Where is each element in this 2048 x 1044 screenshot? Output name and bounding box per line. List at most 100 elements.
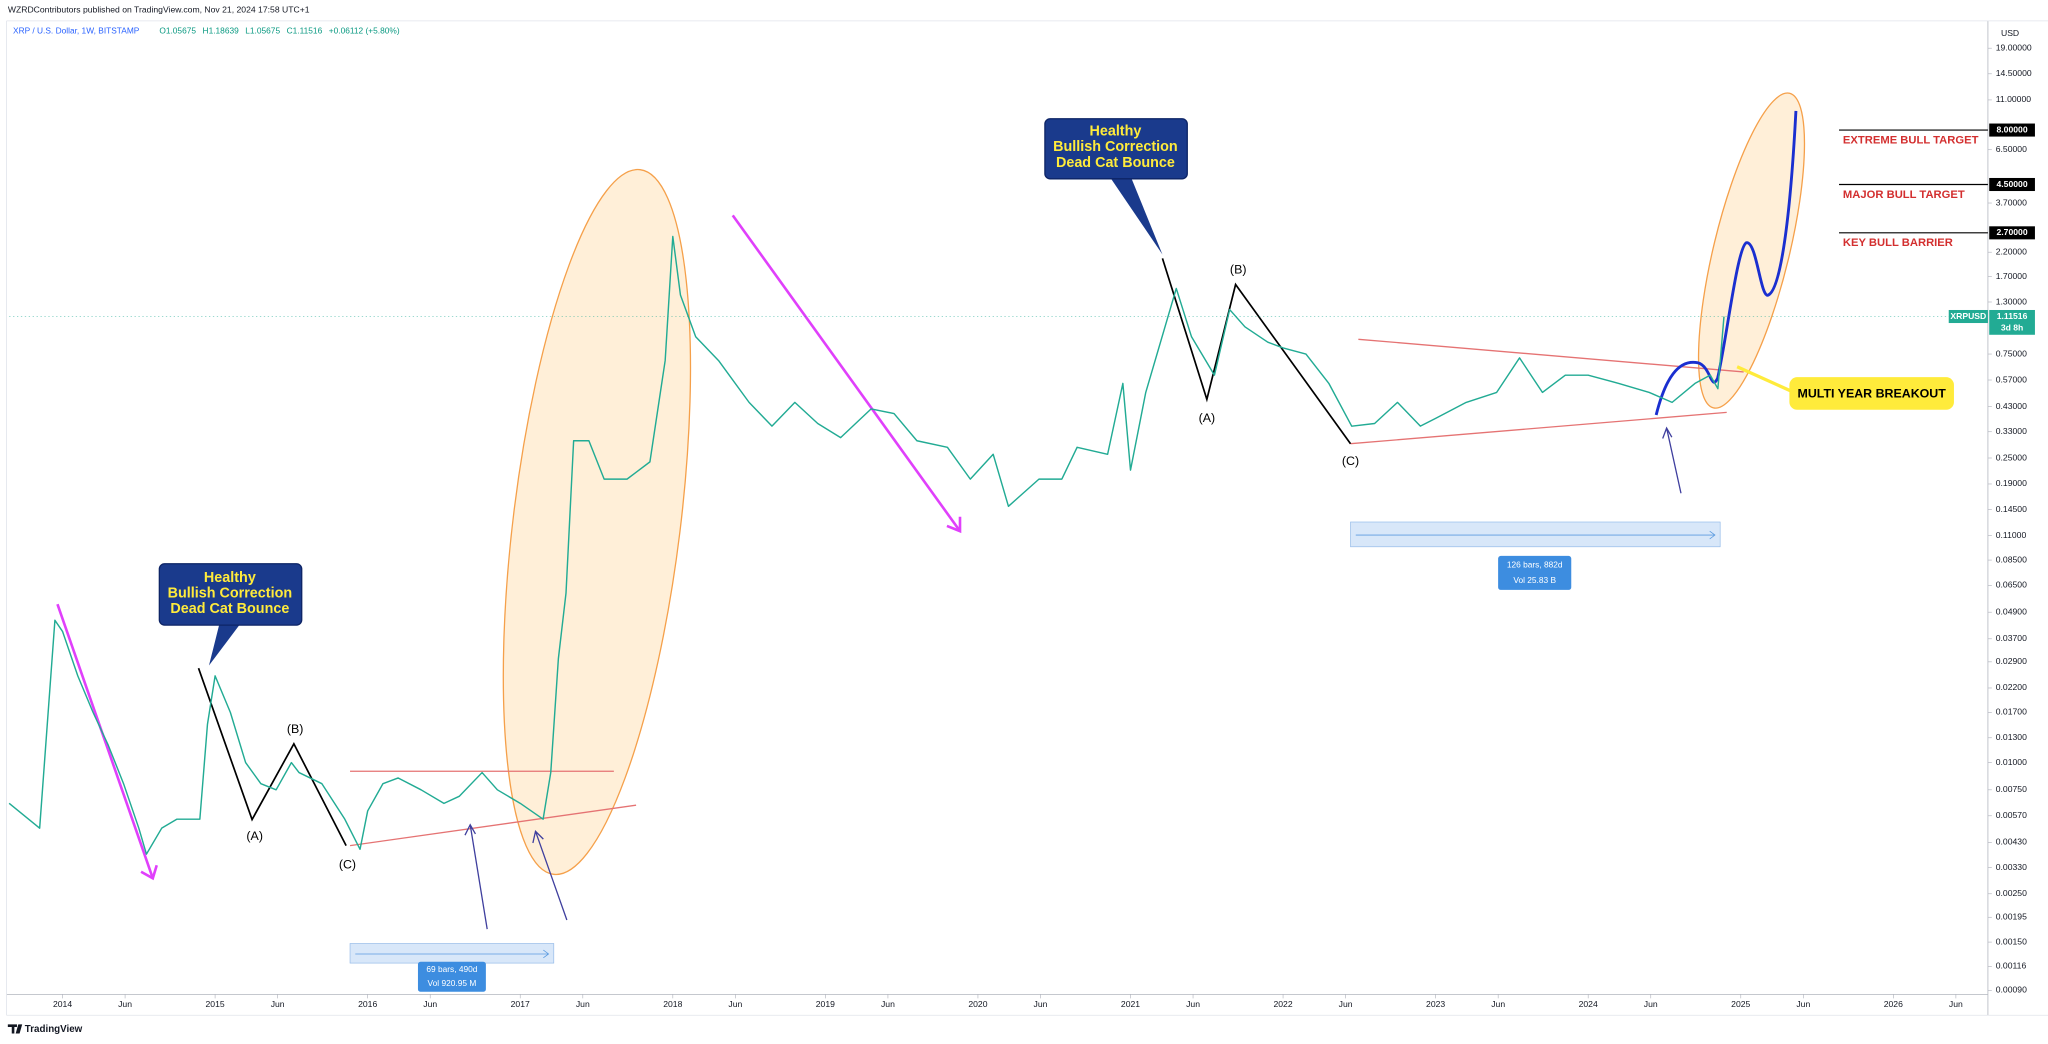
x-tick-label: Jun xyxy=(1949,999,1963,1009)
wave-line xyxy=(1161,258,1352,445)
range-label: 126 bars, 882d xyxy=(1507,559,1563,569)
axes xyxy=(6,20,2048,1016)
target-value: 8.00000 xyxy=(1997,124,2028,134)
y-tick-label: 19.00000 xyxy=(1996,42,2032,52)
pointer-arrow xyxy=(464,823,488,930)
x-tick-label: 2015 xyxy=(206,999,225,1009)
y-tick-label: 0.06500 xyxy=(1996,580,2027,590)
y-tick-label: 0.00250 xyxy=(1996,888,2027,898)
callout-text: Healthy xyxy=(204,570,256,586)
pointer-arrow xyxy=(532,829,568,921)
range-label: 69 bars, 490d xyxy=(426,964,477,974)
last-price-value: 1.11516 xyxy=(1997,311,2028,321)
x-tick-label: 2022 xyxy=(1273,999,1292,1009)
wave-label: (A) xyxy=(246,829,263,843)
y-tick-label: 0.43000 xyxy=(1996,401,2027,411)
y-tick-label: 14.50000 xyxy=(1996,68,2032,78)
y-tick-label: 0.25000 xyxy=(1996,452,2027,462)
callout-box xyxy=(1044,118,1188,180)
pointer-arrow xyxy=(1662,426,1682,494)
y-tick-label: 0.11000 xyxy=(1996,530,2027,540)
callout-text: Healthy xyxy=(1089,124,1141,140)
y-tick-label: 0.19000 xyxy=(1996,478,2027,488)
y-tick-label: 0.04900 xyxy=(1996,606,2027,616)
y-tick-label: 0.02900 xyxy=(1996,656,2027,666)
breakout-box xyxy=(1789,377,1954,410)
drawings: Healthy Bullish Correction Dead Cat Boun… xyxy=(56,92,1954,992)
range-arrow xyxy=(355,949,550,959)
arrow-head xyxy=(140,864,158,881)
x-tick-label: Jun xyxy=(1186,999,1200,1009)
y-tick-label: 3.70000 xyxy=(1996,197,2027,207)
y-tick-label: 0.00150 xyxy=(1996,936,2027,946)
y-tick-label: 0.01700 xyxy=(1996,707,2027,717)
y-tick-label: 0.57000 xyxy=(1996,374,2027,384)
target-value: 4.50000 xyxy=(1997,179,2028,189)
target-value-box xyxy=(1989,123,2035,137)
x-tick-label: Jun xyxy=(1491,999,1505,1009)
x-tick-label: 2023 xyxy=(1426,999,1445,1009)
y-tick-label: 0.00570 xyxy=(1996,810,2027,820)
y-tick-label: 11.00000 xyxy=(1996,94,2031,104)
wave-line xyxy=(197,667,347,847)
y-tick-label: 0.03700 xyxy=(1996,633,2027,643)
callout-box xyxy=(158,563,303,626)
highlight-ellipse xyxy=(502,168,692,876)
x-tick-label: Jun xyxy=(423,999,437,1009)
trend-line xyxy=(349,804,637,847)
ohlc-value: +0.06112 (+5.80%) xyxy=(329,26,400,36)
x-tick-label: 2019 xyxy=(816,999,835,1009)
ellipse xyxy=(1697,92,1806,409)
symbol-box xyxy=(1948,309,1988,324)
symbol-label: XRPUSD xyxy=(1950,311,1986,321)
x-tick-label: Jun xyxy=(881,999,895,1009)
y-tick-label: 0.75000 xyxy=(1996,348,2027,358)
y-tick-label: 0.01000 xyxy=(1996,757,2027,767)
y-tick-label: 0.08500 xyxy=(1996,554,2027,564)
trend-arrow xyxy=(731,214,962,532)
x-tick-label: 2020 xyxy=(968,999,987,1009)
ohlc-row: O1.05675 H1.18639 L1.05675 C1.11516 +0.06112… xyxy=(159,26,399,36)
range-label: Vol 25.83 B xyxy=(1513,575,1556,585)
y-tick-label: 0.00090 xyxy=(1996,985,2027,995)
last-price-box xyxy=(1989,309,2035,335)
y-tick-label: 0.02200 xyxy=(1996,682,2027,692)
breakout-pointer xyxy=(1736,365,1793,393)
target-value-box xyxy=(1989,177,2035,192)
x-tick-label: Jun xyxy=(728,999,742,1009)
y-tick-label: 1.70000 xyxy=(1996,271,2027,281)
target-name: KEY BULL BARRIER xyxy=(1843,237,1953,249)
target-name: EXTREME BULL TARGET xyxy=(1843,134,1979,146)
x-tick-label: 2014 xyxy=(53,999,72,1009)
x-tick-label: Jun xyxy=(271,999,285,1009)
x-tick-label: 2021 xyxy=(1121,999,1140,1009)
x-tick-label: 2024 xyxy=(1579,999,1598,1009)
y-tick-label: 6.50000 xyxy=(1996,144,2027,154)
x-tick-label: Jun xyxy=(1339,999,1353,1009)
publisher-line: WZRDContributors published on TradingVie… xyxy=(8,5,310,15)
footer: TradingView xyxy=(7,1024,83,1035)
breakout-text: MULTI YEAR BREAKOUT xyxy=(1798,386,1947,400)
y-tick-label: 0.00750 xyxy=(1996,784,2027,794)
range-label: Vol 920.95 M xyxy=(428,978,477,988)
y-tick-label: 0.00195 xyxy=(1996,912,2027,922)
ellipse xyxy=(502,168,692,876)
x-tick-label: 2026 xyxy=(1884,999,1903,1009)
y-tick-label: 0.00330 xyxy=(1996,862,2027,872)
x-tick-label: Jun xyxy=(1644,999,1658,1009)
x-tick-label: 2025 xyxy=(1731,999,1750,1009)
x-tick-label: Jun xyxy=(118,999,132,1009)
range-box xyxy=(1350,521,1721,548)
range-box xyxy=(349,943,555,964)
countdown: 3d 8h xyxy=(2001,323,2024,333)
x-tick-label: 2018 xyxy=(663,999,682,1009)
ohlc-value: L1.05675 xyxy=(245,26,280,36)
wave-label: (B) xyxy=(1230,262,1247,276)
callout-text: Bullish Correction xyxy=(1053,139,1178,155)
y-tick-label: 0.00430 xyxy=(1996,837,2027,847)
x-tick-label: Jun xyxy=(1034,999,1048,1009)
wave-label: (C) xyxy=(339,857,356,871)
footer-text: TradingView xyxy=(25,1024,83,1035)
axis-unit: USD xyxy=(2001,28,2019,38)
